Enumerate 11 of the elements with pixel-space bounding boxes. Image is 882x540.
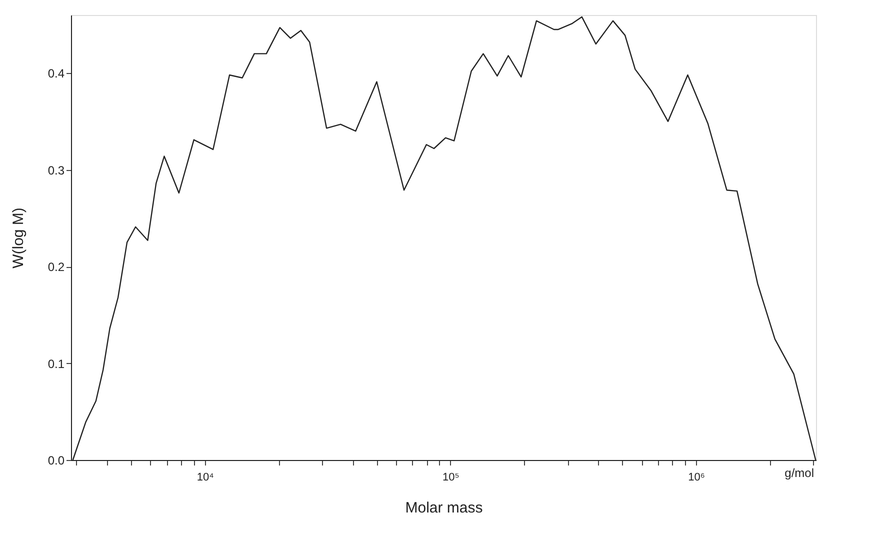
y-tick-label: 0.1 xyxy=(48,356,65,371)
x-axis-title: Molar mass xyxy=(405,500,483,516)
text: g/mol xyxy=(784,466,814,480)
y-tick-label: 0.4 xyxy=(48,66,65,81)
x-tick-label: 10⁴ xyxy=(196,472,214,484)
x-tick-label: 10⁵ xyxy=(442,472,460,484)
y-tick-label: 0.3 xyxy=(48,163,65,178)
x-tick-label: 10⁶ xyxy=(688,472,705,484)
y-tick-label: 0.0 xyxy=(48,454,65,468)
y-tick-label: 0.2 xyxy=(48,260,65,274)
y-axis-title: W(log M) xyxy=(10,208,27,268)
